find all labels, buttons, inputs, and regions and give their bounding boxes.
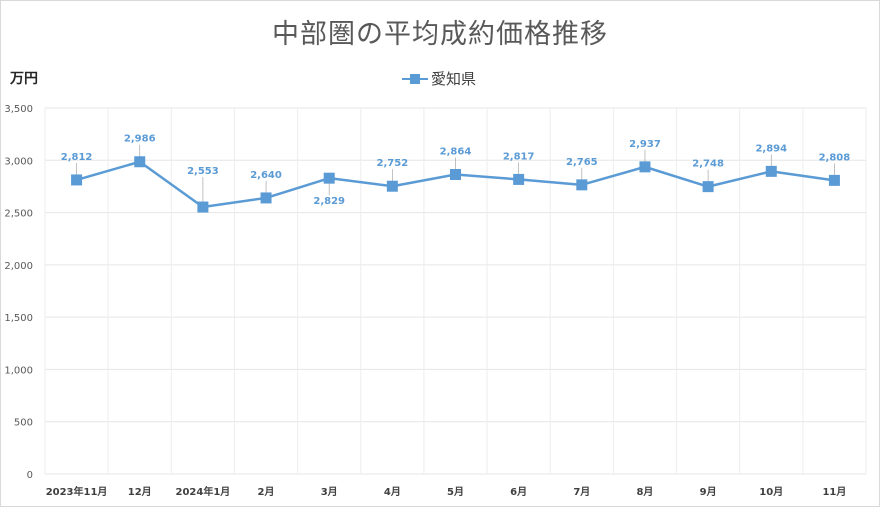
data-label: 2,752	[377, 158, 409, 169]
data-point-marker	[513, 173, 525, 185]
data-label: 2,817	[503, 151, 535, 162]
x-tick-label: 2024年1月	[175, 485, 230, 498]
data-point-marker	[576, 179, 588, 191]
x-tick-label: 2月	[258, 486, 275, 498]
data-point-marker	[702, 181, 714, 193]
y-tick-label: 3,000	[4, 156, 33, 167]
x-tick-label: 10月	[759, 486, 783, 498]
data-label: 2,829	[313, 196, 345, 207]
x-tick-label: 2023年11月	[46, 485, 108, 498]
legend-marker	[402, 73, 428, 84]
x-tick-label: 6月	[510, 486, 527, 498]
x-tick-label: 9月	[700, 486, 717, 498]
data-point-marker	[260, 192, 272, 204]
data-label: 2,765	[566, 157, 598, 168]
x-tick-label: 11月	[822, 486, 846, 498]
data-point-marker	[197, 201, 209, 213]
data-label: 2,748	[692, 159, 724, 170]
data-point-marker	[134, 156, 146, 168]
data-label: 2,864	[440, 147, 472, 158]
data-point-marker	[71, 174, 83, 186]
y-tick-label: 3,500	[4, 104, 33, 115]
y-tick-label: 2,000	[4, 261, 33, 272]
legend-label: 愛知県	[431, 70, 477, 88]
data-label: 2,640	[250, 170, 282, 181]
data-point-marker	[639, 161, 651, 173]
y-tick-label: 2,500	[4, 209, 33, 220]
data-label: 2,808	[819, 152, 851, 163]
x-tick-label: 4月	[384, 486, 401, 498]
data-label: 2,553	[187, 166, 219, 177]
x-tick-label: 12月	[128, 486, 152, 498]
data-label: 2,986	[124, 134, 156, 145]
data-point-marker	[828, 174, 840, 186]
y-axis-unit-label: 万円	[10, 71, 38, 87]
data-label: 2,812	[61, 152, 93, 163]
data-point-marker	[450, 169, 461, 181]
y-tick-label: 0	[27, 470, 33, 481]
y-tick-label: 1,500	[4, 313, 33, 324]
x-tick-label: 7月	[573, 486, 590, 498]
data-point-marker	[765, 165, 777, 177]
x-tick-label: 5月	[447, 486, 464, 498]
y-tick-label: 1,000	[4, 365, 33, 376]
x-tick-label: 3月	[321, 486, 338, 498]
data-label: 2,937	[629, 139, 661, 150]
chart-title: 中部圏の平均成約価格推移	[272, 19, 608, 50]
data-point-marker	[386, 180, 398, 192]
y-tick-label: 500	[14, 418, 33, 429]
data-label: 2,894	[755, 143, 787, 154]
x-tick-label: 8月	[636, 486, 653, 498]
legend: 愛知県	[402, 68, 476, 89]
data-point-marker	[323, 172, 335, 184]
